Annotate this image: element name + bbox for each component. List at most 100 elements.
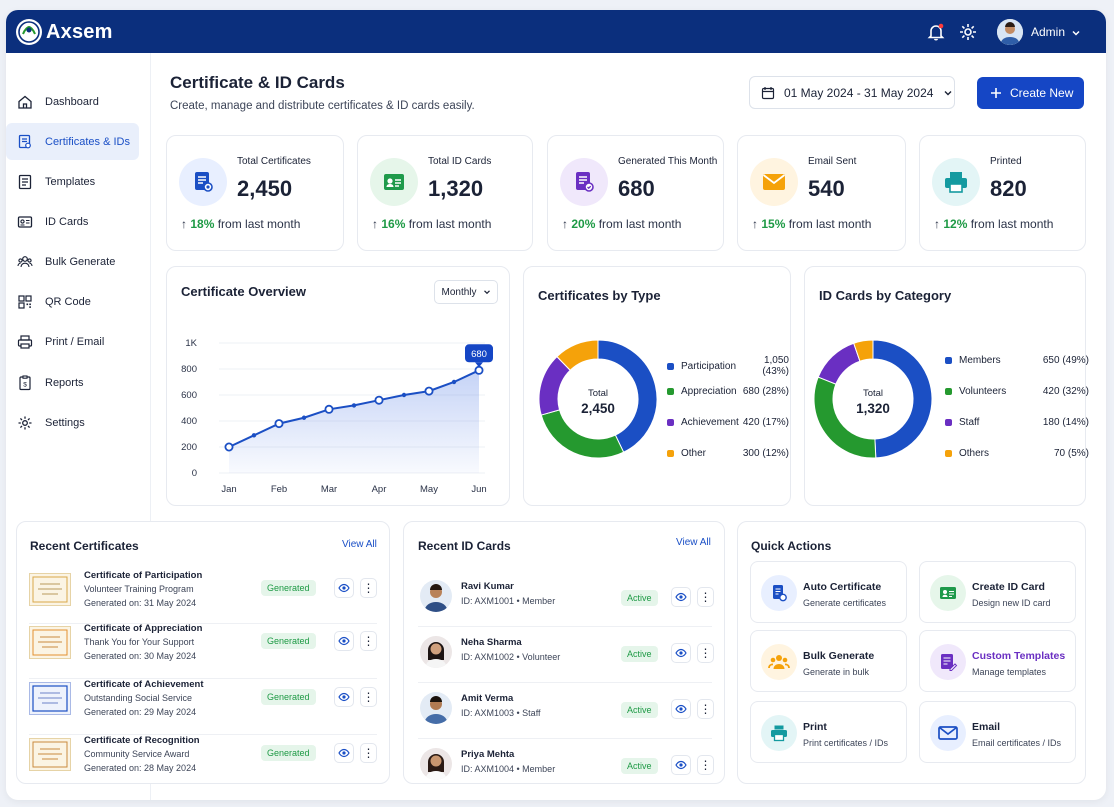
eye-icon[interactable] xyxy=(671,643,691,663)
stat-change-value: 16% xyxy=(381,217,406,231)
legend-label: Achievement xyxy=(681,417,739,428)
date-range-picker[interactable]: 01 May 2024 - 31 May 2024 xyxy=(749,76,955,109)
legend-swatch xyxy=(667,419,674,426)
item-name: Ravi Kumar xyxy=(461,581,514,592)
stat-value: 1,320 xyxy=(428,176,484,201)
sidebar-item-dashboard[interactable]: Dashboard xyxy=(6,83,139,120)
more-options-icon[interactable]: ⋮ xyxy=(697,643,714,663)
stat-change: ↑ 20% from last month xyxy=(562,217,682,231)
legend-swatch xyxy=(667,388,674,395)
user-name[interactable]: Admin xyxy=(1031,25,1066,39)
more-options-icon[interactable]: ⋮ xyxy=(360,578,377,598)
list-item[interactable]: Certificate of Participation Volunteer T… xyxy=(29,565,377,615)
eye-icon[interactable] xyxy=(334,578,354,598)
data-point xyxy=(351,403,357,408)
chevron-down-icon xyxy=(944,90,952,95)
quick-action-create-id-card[interactable]: Create ID Card Design new ID card xyxy=(919,561,1076,623)
donut-center-label: Total xyxy=(588,388,608,399)
chevron-down-icon[interactable] xyxy=(1071,25,1081,43)
more-options-icon[interactable]: ⋮ xyxy=(697,587,714,607)
quick-action-custom-templates[interactable]: Custom Templates Manage templates xyxy=(919,630,1076,692)
stat-change: ↑ 18% from last month xyxy=(181,217,301,231)
status-badge: Active xyxy=(621,702,658,718)
more-options-icon[interactable]: ⋮ xyxy=(360,631,377,651)
avatar[interactable] xyxy=(997,19,1023,45)
stat-change: ↑ 12% from last month xyxy=(934,217,1054,231)
sidebar-item-certificates[interactable]: Certificates & IDs xyxy=(6,123,139,160)
list-item[interactable]: Priya Mehta ID: AXM1004 • Member Active … xyxy=(420,740,714,790)
view-all-link[interactable]: View All xyxy=(342,539,377,550)
quick-action-print[interactable]: Print Print certificates / IDs xyxy=(750,701,907,763)
quick-action-bulk-generate[interactable]: Bulk Generate Generate in bulk xyxy=(750,630,907,692)
sidebar-item-print-email[interactable]: Print / Email xyxy=(6,323,139,360)
quick-action-auto-certificate[interactable]: Auto Certificate Generate certificates xyxy=(750,561,907,623)
action-subtitle: Manage templates xyxy=(972,667,1047,677)
legend-value: 300 (12%) xyxy=(742,448,789,459)
id-cards-by-category-card: ID Cards by Category Total 1,320 Members 6… xyxy=(804,266,1089,506)
tooltip-label: 680 xyxy=(471,349,487,360)
status-badge: Generated xyxy=(261,689,316,705)
more-options-icon[interactable]: ⋮ xyxy=(360,687,377,707)
donut-slice xyxy=(556,339,599,371)
chart-title: ID Cards by Category xyxy=(819,288,952,303)
donut-slice xyxy=(853,339,874,362)
bell-icon[interactable] xyxy=(926,22,946,42)
legend-value: 180 (14%) xyxy=(1042,417,1089,428)
action-subtitle: Generate in bulk xyxy=(803,667,870,677)
view-all-link[interactable]: View All xyxy=(676,537,711,548)
eye-icon[interactable] xyxy=(334,743,354,763)
status-badge: Generated xyxy=(261,745,316,761)
more-options-icon[interactable]: ⋮ xyxy=(697,699,714,719)
more-options-icon[interactable]: ⋮ xyxy=(360,743,377,763)
gear-icon xyxy=(18,416,32,429)
eye-icon[interactable] xyxy=(334,687,354,707)
id-card-icon xyxy=(370,158,418,206)
certificate-thumbnail xyxy=(29,738,71,771)
chart-title: Certificate Overview xyxy=(181,284,307,299)
avatar xyxy=(420,692,452,724)
list-item[interactable]: Neha Sharma ID: AXM1002 • Volunteer Acti… xyxy=(420,628,714,678)
legend-item: Members 650 (49%) xyxy=(945,355,1089,366)
stat-label: Total Certificates xyxy=(237,156,311,167)
eye-icon[interactable] xyxy=(671,587,691,607)
sidebar-item-qr-code[interactable]: QR Code xyxy=(6,283,139,320)
list-item[interactable]: Amit Verma ID: AXM1003 • Staff Active ⋮ xyxy=(420,684,714,734)
stat-change-value: 20% xyxy=(571,217,596,231)
stat-value: 820 xyxy=(990,176,1027,201)
stat-label: Total ID Cards xyxy=(428,156,492,167)
eye-icon[interactable] xyxy=(671,699,691,719)
sidebar-item-bulk-generate[interactable]: Bulk Generate xyxy=(6,243,139,280)
donut-center-label: Total xyxy=(863,388,883,399)
item-name: Neha Sharma xyxy=(461,637,522,648)
legend-item: Other 300 (12%) xyxy=(667,448,789,459)
sidebar-item-label: Bulk Generate xyxy=(45,255,116,268)
create-new-button[interactable]: Create New xyxy=(977,77,1084,109)
gear-icon[interactable] xyxy=(958,22,978,42)
x-tick-label: Apr xyxy=(372,484,387,495)
action-title: Custom Templates xyxy=(972,650,1066,662)
legend-swatch xyxy=(945,388,952,395)
action-title: Bulk Generate xyxy=(803,650,875,662)
users-icon xyxy=(761,644,797,680)
x-tick-label: May xyxy=(420,484,438,495)
id-card-icon xyxy=(930,575,966,611)
list-item[interactable]: Certificate of Achievement Outstanding S… xyxy=(29,674,377,724)
eye-icon[interactable] xyxy=(671,755,691,775)
stat-change: ↑ 15% from last month xyxy=(752,217,872,231)
eye-icon[interactable] xyxy=(334,631,354,651)
sidebar-item-templates[interactable]: Templates xyxy=(6,163,139,200)
sidebar-item-settings[interactable]: Settings xyxy=(6,404,139,441)
y-tick-label: 400 xyxy=(181,416,197,427)
svg-text:$: $ xyxy=(23,381,27,388)
sidebar-item-id-cards[interactable]: ID Cards xyxy=(6,203,139,240)
more-options-icon[interactable]: ⋮ xyxy=(697,755,714,775)
report-icon: $ xyxy=(19,374,31,390)
list-item[interactable]: Certificate of Appreciation Thank You fo… xyxy=(29,618,377,668)
period-select[interactable]: Monthly xyxy=(434,280,498,304)
quick-action-email[interactable]: Email Email certificates / IDs xyxy=(919,701,1076,763)
list-item[interactable]: Certificate of Recognition Community Ser… xyxy=(29,730,377,780)
sidebar-item-reports[interactable]: $ Reports xyxy=(6,364,139,401)
list-item[interactable]: Ravi Kumar ID: AXM1001 • Member Active ⋮ xyxy=(420,572,714,622)
action-title: Print xyxy=(803,721,827,733)
sidebar-item-label: ID Cards xyxy=(45,215,89,228)
